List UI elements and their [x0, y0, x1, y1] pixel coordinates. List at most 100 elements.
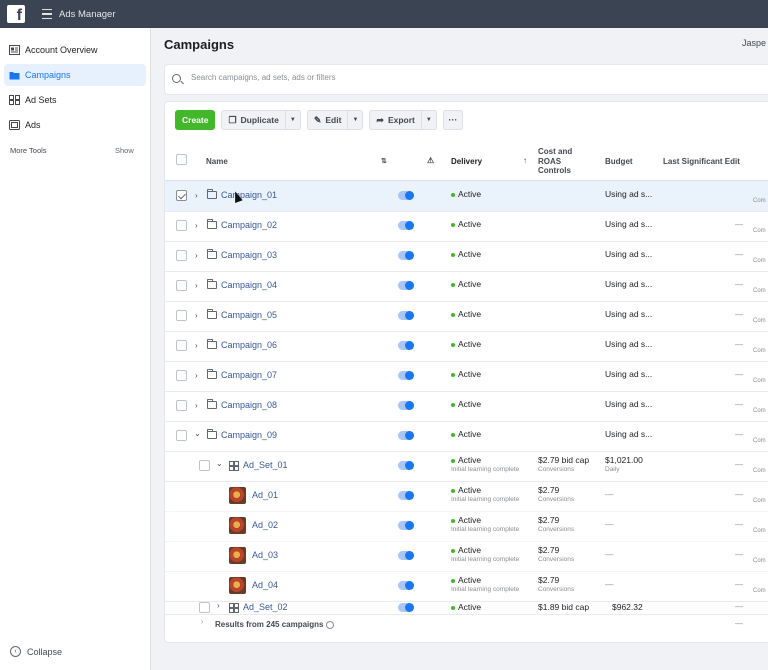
chevron-right-icon[interactable]: ›	[195, 311, 198, 320]
campaign-toggle[interactable]	[398, 281, 414, 290]
account-name[interactable]: Jaspe	[742, 38, 767, 48]
table-row[interactable]: Ad_04 Active Initial learning complete $2…	[165, 571, 768, 602]
column-header-name[interactable]: Name	[206, 157, 228, 166]
table-row[interactable]: › Ad_Set_02 Active $1.89 bid cap $962.32…	[165, 601, 768, 615]
sidebar-item-label: Ad Sets	[25, 95, 57, 105]
table-row[interactable]: › Campaign_07 Active Using ad s... — Com	[165, 361, 768, 392]
table-row[interactable]: › Campaign_04 Active Using ad s... — Com	[165, 271, 768, 302]
delivery-status: Active Initial learning complete	[451, 545, 519, 563]
table-row[interactable]: › Campaign_03 Active Using ad s... — Com	[165, 241, 768, 272]
table-row[interactable]: › Campaign_08 Active Using ad s... — Com	[165, 391, 768, 422]
search-bar[interactable]	[164, 64, 768, 95]
ad-set-name-link[interactable]: Ad_Set_02	[243, 602, 288, 612]
ad-name-link[interactable]: Ad_02	[252, 520, 279, 530]
chevron-right-icon[interactable]: ›	[195, 371, 198, 380]
row-checkbox[interactable]	[176, 280, 187, 291]
chevron-down-icon[interactable]: ⌄	[216, 459, 223, 468]
row-checkbox[interactable]	[176, 370, 187, 381]
table-row[interactable]: Ad_03 Active Initial learning complete $2…	[165, 541, 768, 572]
export-button[interactable]: ➦ Export ▼	[369, 110, 437, 130]
sidebar-item-ad-sets[interactable]: Ad Sets	[4, 89, 146, 111]
table-row[interactable]: › Campaign_06 Active Using ad s... — Com	[165, 331, 768, 362]
sort-icon[interactable]: ⇅	[381, 158, 387, 165]
ad-name-link[interactable]: Ad_03	[252, 550, 279, 560]
sort-ascending-icon[interactable]: ↑	[523, 156, 527, 165]
campaign-name-link[interactable]: Campaign_05	[221, 310, 278, 320]
chevron-down-icon[interactable]: ▼	[284, 111, 300, 129]
campaign-name-link[interactable]: Campaign_04	[221, 280, 278, 290]
column-header-delivery[interactable]: Delivery	[451, 157, 483, 166]
campaign-name-link[interactable]: Campaign_02	[221, 220, 278, 230]
campaign-name-link[interactable]: Campaign_08	[221, 400, 278, 410]
campaign-toggle[interactable]	[398, 341, 414, 350]
search-input[interactable]	[191, 73, 591, 82]
chevron-right-icon[interactable]: ›	[195, 341, 198, 350]
campaign-name-link[interactable]: Campaign_09	[221, 430, 278, 440]
row-checkbox[interactable]	[176, 190, 187, 201]
campaign-toggle[interactable]	[398, 311, 414, 320]
row-checkbox[interactable]	[176, 250, 187, 261]
column-header-last-edit[interactable]: Last Significant Edit	[663, 157, 740, 166]
chevron-right-icon[interactable]: ›	[195, 281, 198, 290]
chevron-right-icon[interactable]: ›	[217, 601, 220, 610]
ad-toggle[interactable]	[398, 521, 414, 530]
row-checkbox[interactable]	[176, 220, 187, 231]
show-more-tools-link[interactable]: Show	[115, 146, 134, 155]
campaign-name-link[interactable]: Campaign_07	[221, 370, 278, 380]
row-checkbox[interactable]	[176, 400, 187, 411]
column-header-budget[interactable]: Budget	[605, 157, 633, 166]
campaign-name-link[interactable]: Campaign_01	[221, 190, 278, 200]
campaign-toggle[interactable]	[398, 431, 414, 440]
sidebar-item-account-overview[interactable]: Account Overview	[4, 39, 146, 61]
column-header-cost[interactable]: Cost and ROAS Controls	[538, 147, 572, 176]
ad-name-link[interactable]: Ad_01	[252, 490, 279, 500]
campaign-name-link[interactable]: Campaign_06	[221, 340, 278, 350]
ad-set-name-link[interactable]: Ad_Set_01	[243, 460, 288, 470]
last-edit-value: —	[735, 220, 743, 229]
campaign-name-link[interactable]: Campaign_03	[221, 250, 278, 260]
edit-button[interactable]: ✎ Edit ▼	[306, 110, 364, 130]
campaign-toggle[interactable]	[398, 221, 414, 230]
campaign-toggle[interactable]	[398, 191, 414, 200]
row-checkbox[interactable]	[199, 602, 210, 613]
row-checkbox[interactable]	[199, 460, 210, 471]
campaign-toggle[interactable]	[398, 401, 414, 410]
collapse-button[interactable]: ‹ Collapse	[10, 646, 62, 657]
chevron-down-icon[interactable]: ⌄	[194, 429, 201, 438]
info-icon[interactable]	[326, 620, 335, 629]
ad-toggle[interactable]	[398, 491, 414, 500]
ad-name-link[interactable]: Ad_04	[252, 580, 279, 590]
create-button[interactable]: Create	[175, 110, 216, 130]
row-checkbox[interactable]	[176, 340, 187, 351]
ad-toggle[interactable]	[398, 551, 414, 560]
chevron-right-icon[interactable]: ›	[195, 191, 198, 200]
sidebar-item-ads[interactable]: Ads	[4, 114, 146, 136]
table-row[interactable]: Ad_02 Active Initial learning complete $2…	[165, 511, 768, 542]
chevron-right-icon[interactable]: ›	[195, 221, 198, 230]
sidebar-item-campaigns[interactable]: Campaigns	[4, 64, 146, 86]
chevron-right-icon[interactable]: ›	[195, 401, 198, 410]
table-row[interactable]: › Campaign_01 Active Using ad s... Com	[165, 181, 768, 212]
hamburger-menu-icon[interactable]	[42, 9, 52, 19]
chevron-right-icon[interactable]: ›	[201, 619, 204, 626]
select-all-checkbox[interactable]	[176, 154, 187, 165]
ad-toggle[interactable]	[398, 581, 414, 590]
facebook-logo-icon[interactable]: f	[7, 5, 25, 24]
table-row[interactable]: Ad_01 Active Initial learning complete $2…	[165, 481, 768, 512]
chevron-right-icon[interactable]: ›	[195, 251, 198, 260]
table-header: Name ⇅ ⚠ Delivery ↑ Cost and ROAS Controls…	[165, 142, 768, 181]
table-row[interactable]: ⌄ Campaign_09 Active Using ad s... — Com	[165, 421, 768, 452]
ad-set-toggle[interactable]	[398, 603, 414, 612]
campaign-toggle[interactable]	[398, 371, 414, 380]
table-row[interactable]: ⌄ Ad_Set_01 Active Initial learning compl…	[165, 451, 768, 482]
chevron-down-icon[interactable]: ▼	[347, 111, 362, 129]
campaign-toggle[interactable]	[398, 251, 414, 260]
more-options-button[interactable]: ···	[442, 110, 463, 130]
table-row[interactable]: › Campaign_02 Active Using ad s... — Com	[165, 211, 768, 242]
ad-set-toggle[interactable]	[398, 461, 414, 470]
row-checkbox[interactable]	[176, 430, 187, 441]
row-checkbox[interactable]	[176, 310, 187, 321]
chevron-down-icon[interactable]: ▼	[420, 111, 436, 129]
duplicate-button[interactable]: ❐ Duplicate ▼	[221, 110, 301, 130]
table-row[interactable]: › Campaign_05 Active Using ad s... — Com	[165, 301, 768, 332]
